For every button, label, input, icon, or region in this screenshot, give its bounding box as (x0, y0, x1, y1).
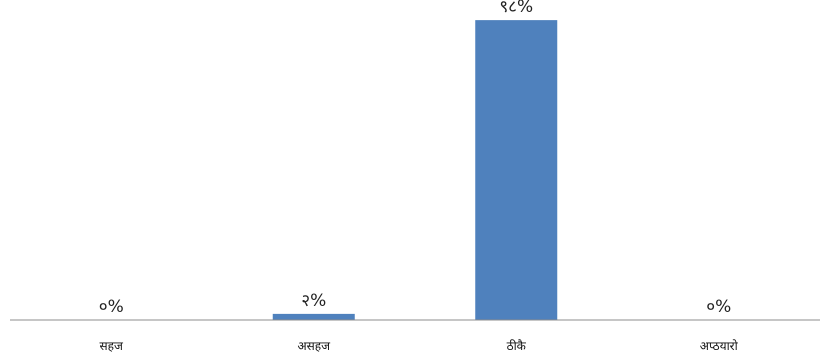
category-label: सहज (100, 339, 124, 353)
category-label: ठीकै (507, 339, 527, 353)
bar (272, 313, 355, 320)
data-label: ०% (99, 297, 124, 317)
data-label: ९८% (499, 0, 533, 17)
category-label: असहज (297, 339, 331, 353)
bar (475, 20, 558, 321)
data-label: ०% (706, 297, 731, 317)
data-label: २% (301, 291, 326, 311)
category-label: अप्ठयारो (700, 339, 739, 353)
